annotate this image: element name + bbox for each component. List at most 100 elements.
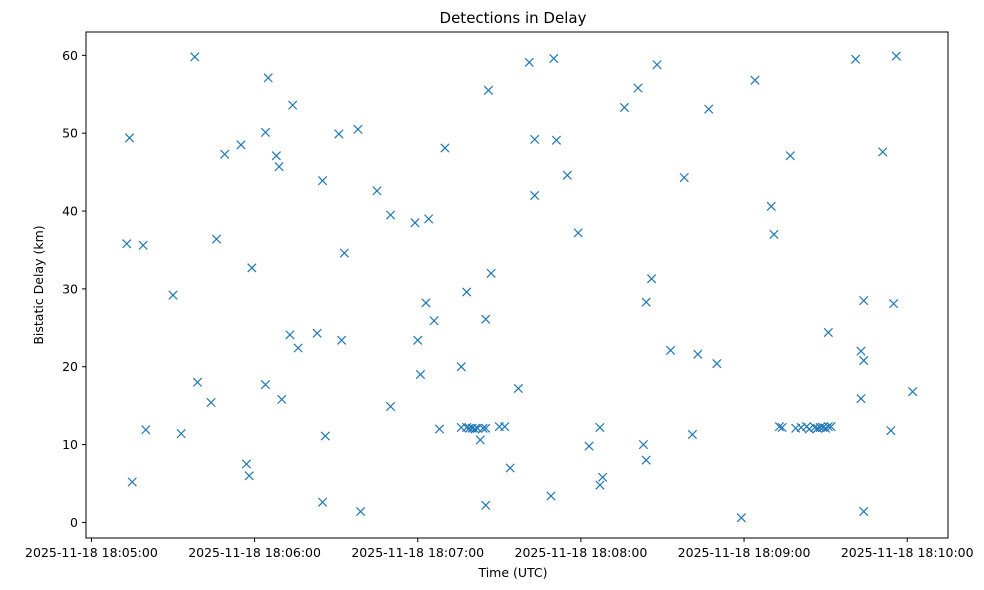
data-point	[769, 229, 779, 240]
data-point	[750, 75, 760, 85]
y-tick-label: 0	[70, 515, 78, 530]
data-point	[236, 140, 246, 150]
data-point	[385, 401, 396, 412]
data-point	[372, 186, 382, 196]
data-point	[271, 151, 281, 161]
data-point	[475, 435, 485, 445]
data-point	[263, 73, 273, 83]
data-point	[122, 239, 132, 249]
data-point	[260, 380, 271, 390]
data-point	[421, 298, 431, 308]
data-point	[785, 151, 795, 161]
data-point	[826, 422, 836, 432]
data-point	[247, 263, 257, 273]
data-point	[693, 349, 703, 359]
data-point	[274, 162, 284, 172]
data-point	[456, 362, 466, 372]
data-point	[481, 314, 491, 324]
data-point	[293, 343, 303, 353]
data-point	[856, 394, 866, 404]
points-layer	[122, 51, 918, 523]
data-point	[712, 359, 722, 369]
data-point	[462, 287, 472, 297]
data-point	[666, 345, 676, 356]
data-point	[356, 506, 366, 517]
data-point	[704, 104, 714, 114]
data-point	[646, 274, 657, 284]
data-point	[415, 369, 426, 380]
data-point	[908, 387, 918, 397]
data-point	[774, 422, 785, 432]
data-point	[410, 218, 420, 228]
x-tick-label: 2025-11-18 18:10:00	[841, 545, 974, 560]
data-point	[320, 431, 330, 441]
data-point	[530, 134, 540, 145]
data-point	[334, 129, 344, 139]
data-point	[886, 425, 896, 436]
data-point	[530, 190, 540, 201]
y-axis-label: Bistatic Delay (km)	[31, 225, 46, 344]
data-point	[206, 397, 216, 408]
data-point	[124, 133, 135, 143]
data-point	[241, 459, 252, 469]
data-point	[679, 172, 689, 183]
data-point	[891, 51, 901, 61]
data-point	[850, 54, 861, 64]
data-point	[878, 147, 888, 157]
data-point	[573, 228, 583, 238]
data-point	[353, 124, 363, 134]
x-axis-label: Time (UTC)	[477, 565, 547, 580]
data-point	[859, 355, 869, 366]
data-point	[285, 330, 295, 340]
data-point	[777, 422, 787, 433]
data-point	[766, 201, 776, 211]
data-point	[638, 439, 649, 450]
data-point	[190, 52, 200, 62]
data-point	[823, 422, 833, 432]
data-point	[823, 327, 833, 338]
data-point	[470, 424, 480, 434]
x-tick-label: 2025-11-18 18:05:00	[25, 545, 158, 560]
data-point	[168, 290, 178, 300]
y-tick-label: 10	[62, 437, 78, 452]
y-axis: 0 10 20 30 40 50 60	[62, 48, 86, 530]
data-point	[424, 214, 434, 224]
data-point	[641, 297, 651, 307]
data-point	[584, 441, 594, 451]
data-point	[687, 429, 698, 440]
data-point	[138, 240, 148, 250]
data-point	[486, 268, 496, 278]
plot-frame	[85, 31, 949, 539]
data-point	[288, 100, 298, 110]
data-point	[312, 328, 322, 338]
data-point	[804, 424, 814, 434]
x-tick-label: 2025-11-18 18:08:00	[515, 545, 648, 560]
data-point	[595, 422, 605, 433]
data-point	[856, 346, 866, 356]
data-point	[434, 424, 445, 434]
data-point	[260, 127, 271, 138]
y-tick-label: 40	[62, 204, 78, 219]
data-point	[505, 463, 515, 473]
data-point	[633, 83, 643, 93]
chart-title: Detections in Delay	[440, 9, 587, 27]
data-point	[500, 422, 510, 432]
data-point	[429, 316, 439, 326]
data-point	[211, 234, 222, 244]
data-point	[220, 149, 230, 159]
y-tick-label: 50	[62, 126, 78, 141]
data-point	[821, 423, 831, 433]
data-point	[549, 53, 559, 64]
data-point	[546, 491, 556, 501]
data-point	[317, 497, 328, 507]
data-point	[277, 394, 287, 405]
data-point	[440, 143, 450, 153]
data-point	[859, 506, 869, 517]
data-point	[127, 477, 137, 487]
data-point	[652, 60, 662, 70]
data-point	[481, 500, 491, 510]
x-tick-label: 2025-11-18 18:06:00	[188, 545, 321, 560]
data-point	[336, 335, 347, 345]
